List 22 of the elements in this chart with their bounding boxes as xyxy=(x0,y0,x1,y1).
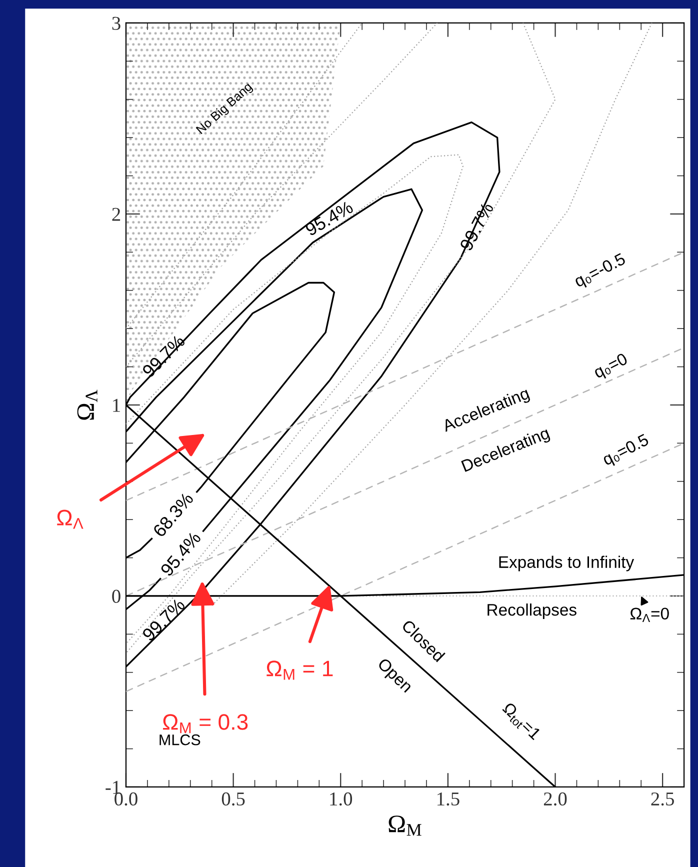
x-tick-label: 0.5 xyxy=(222,792,245,806)
annotation: Ω$_{Λ}$=0 xyxy=(630,608,669,622)
x-axis-title: Ω$_{M}$ xyxy=(388,816,422,836)
x-tick-label: 1.0 xyxy=(330,792,352,806)
y-axis-title: Ω$_{Λ}$ xyxy=(77,390,98,420)
text: Ω$_{Λ}$ xyxy=(57,510,84,529)
y-tick-label: 0 xyxy=(112,590,120,603)
x-tick-label: 0.0 xyxy=(114,792,138,806)
annotation: Ω$_{M}$ = 0.3 xyxy=(163,714,248,734)
y-tick-label: 2 xyxy=(112,208,120,221)
y-tick-label: 1 xyxy=(113,398,120,412)
annotation: Ω$_{tot}$=1 xyxy=(500,702,542,742)
y-tick-label: 3 xyxy=(112,16,120,30)
annotation: Ω$_{M}$ = 1 xyxy=(266,660,333,680)
annotation: MLCS xyxy=(160,734,200,746)
y-tick-label: -1 xyxy=(106,780,120,794)
annotation: Expands to Infinity xyxy=(499,556,634,572)
x-tick-label: 1.5 xyxy=(438,792,460,806)
x-tick-label: 2.0 xyxy=(544,792,567,806)
x-tick-label: 2.5 xyxy=(651,792,674,806)
annotation: Recollapses xyxy=(488,603,576,620)
annotation: q₀=0 xyxy=(592,352,630,382)
